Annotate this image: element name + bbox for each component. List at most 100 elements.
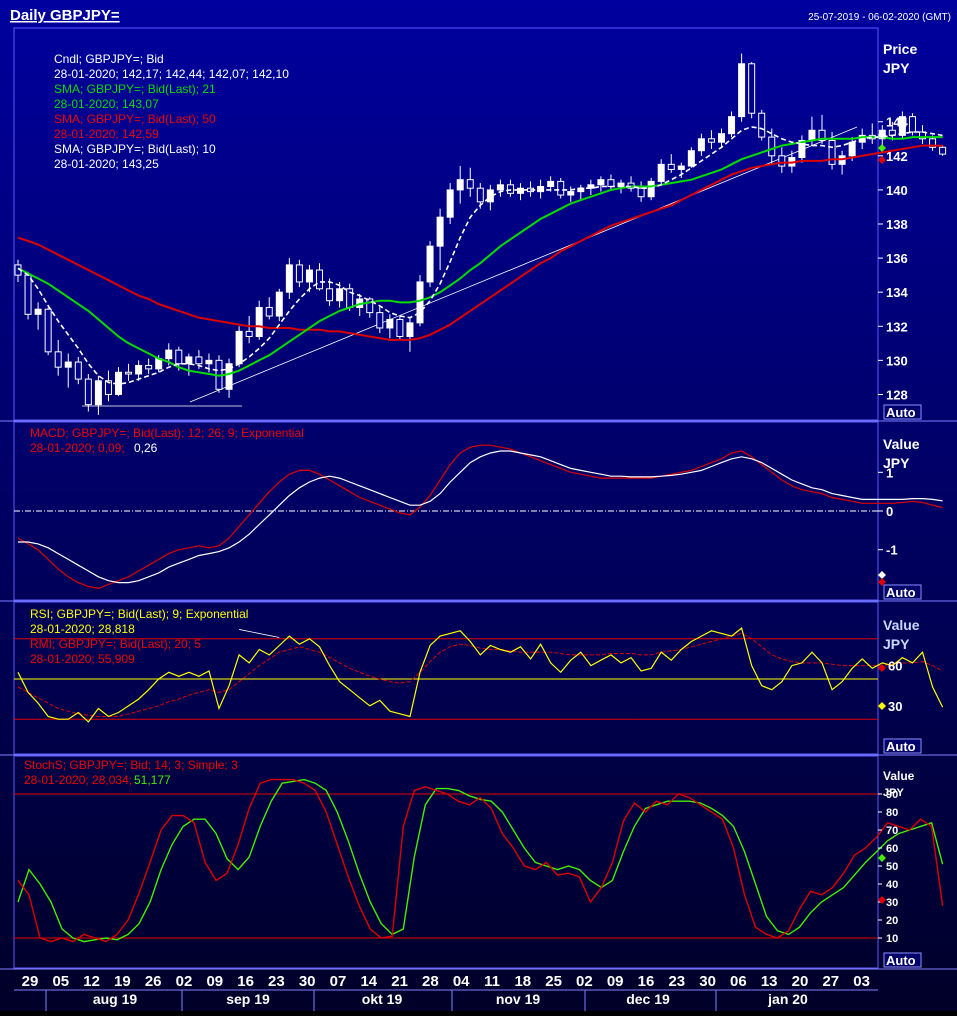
- sma21-line[interactable]: [17, 136, 943, 377]
- candle-body: [908, 116, 916, 133]
- candle-body: [326, 288, 334, 302]
- candle[interactable]: [738, 53, 746, 122]
- candle-body: [336, 288, 344, 302]
- candle[interactable]: [496, 179, 504, 197]
- legend-text: MACD; GBPJPY=; Bid(Last); 12; 26; 9; Exp…: [30, 426, 304, 440]
- candle[interactable]: [798, 135, 806, 163]
- stoch-d-line[interactable]: [17, 778, 944, 943]
- candle[interactable]: [255, 300, 263, 340]
- candle[interactable]: [396, 316, 404, 340]
- candle[interactable]: [135, 360, 143, 381]
- candle[interactable]: [74, 356, 82, 385]
- auto-button-label[interactable]: Auto: [886, 739, 916, 754]
- candle[interactable]: [34, 302, 42, 330]
- candle[interactable]: [778, 147, 786, 173]
- candle[interactable]: [557, 177, 565, 199]
- macd-legend: MACD; GBPJPY=; Bid(Last); 12; 26; 9; Exp…: [30, 426, 304, 455]
- candle[interactable]: [185, 353, 193, 376]
- candle[interactable]: [657, 159, 665, 185]
- candle[interactable]: [908, 113, 916, 136]
- candle[interactable]: [506, 179, 514, 197]
- candle[interactable]: [768, 128, 776, 165]
- price-auto-button[interactable]: Auto: [883, 404, 922, 420]
- candle[interactable]: [718, 128, 725, 148]
- price-tick-label: 138: [886, 217, 908, 232]
- candle[interactable]: [728, 111, 736, 138]
- candle[interactable]: [567, 186, 575, 202]
- candle[interactable]: [376, 305, 384, 334]
- candle[interactable]: [366, 297, 374, 318]
- candle-body: [346, 288, 354, 309]
- candle[interactable]: [707, 130, 715, 150]
- candle[interactable]: [245, 316, 253, 344]
- auto-button-frame[interactable]: [883, 952, 922, 968]
- sma10-line[interactable]: [17, 126, 943, 386]
- candle[interactable]: [316, 263, 323, 291]
- candle[interactable]: [145, 358, 153, 374]
- rsi-divergence-line[interactable]: [239, 629, 280, 638]
- candle[interactable]: [456, 166, 464, 204]
- macd-auto-button[interactable]: Auto: [883, 584, 922, 600]
- candle[interactable]: [406, 317, 414, 352]
- candle[interactable]: [125, 363, 133, 381]
- candle[interactable]: [64, 353, 72, 388]
- auto-button-frame[interactable]: [883, 404, 922, 420]
- candle[interactable]: [939, 145, 947, 156]
- candle[interactable]: [265, 297, 273, 320]
- candle[interactable]: [215, 355, 223, 393]
- candle-body: [396, 318, 404, 337]
- candle[interactable]: [537, 179, 545, 199]
- candle[interactable]: [295, 259, 303, 288]
- chart-layer: 128130132134136138140142144-101306010203…: [0, 27, 957, 1011]
- rsi-tick-label: 60: [888, 659, 902, 674]
- candle[interactable]: [235, 326, 243, 368]
- candle[interactable]: [517, 183, 524, 201]
- candle[interactable]: [758, 109, 766, 141]
- candle[interactable]: [597, 176, 605, 192]
- x-day-label: 09: [206, 973, 223, 990]
- macd-line[interactable]: [17, 444, 943, 590]
- candle[interactable]: [44, 307, 52, 356]
- auto-button-label[interactable]: Auto: [886, 405, 916, 420]
- trendline[interactable]: [189, 126, 858, 403]
- stoch-k-line[interactable]: [17, 778, 944, 943]
- candle[interactable]: [748, 62, 756, 119]
- rmi-line[interactable]: [17, 632, 943, 717]
- candle[interactable]: [466, 167, 474, 197]
- candle[interactable]: [667, 154, 675, 173]
- candle[interactable]: [84, 373, 92, 412]
- candle[interactable]: [54, 339, 62, 376]
- sma50-line[interactable]: [17, 144, 943, 341]
- x-day-label: 26: [145, 973, 162, 990]
- candle[interactable]: [697, 133, 705, 156]
- candle[interactable]: [275, 288, 283, 322]
- candle[interactable]: [446, 183, 454, 224]
- candle[interactable]: [436, 208, 444, 271]
- candle[interactable]: [386, 314, 394, 339]
- rsi-line[interactable]: [17, 627, 944, 723]
- candle[interactable]: [426, 241, 434, 288]
- auto-button-frame[interactable]: [883, 738, 922, 754]
- stoch-auto-button[interactable]: Auto: [883, 952, 922, 968]
- x-axis[interactable]: 29 05 12 19 26 02 09 16 23 30 07 14 21 28 04 11 18 25 02 09…: [14, 973, 878, 1011]
- candle[interactable]: [94, 375, 102, 415]
- auto-button-label[interactable]: Auto: [886, 585, 916, 600]
- x-day-label: 28: [422, 973, 439, 990]
- stoch-tick-label: 70: [886, 825, 898, 837]
- candle-body: [205, 359, 213, 365]
- chart-title[interactable]: Daily GBPJPY=: [10, 7, 120, 24]
- candle[interactable]: [637, 181, 645, 202]
- rsi-auto-button[interactable]: Auto: [883, 738, 922, 754]
- macd-signal-line[interactable]: [18, 450, 943, 584]
- candle[interactable]: [285, 258, 293, 299]
- candle[interactable]: [326, 278, 334, 306]
- candle[interactable]: [547, 176, 555, 192]
- auto-button-frame[interactable]: [883, 584, 922, 600]
- candle[interactable]: [104, 370, 112, 402]
- candle[interactable]: [647, 177, 655, 201]
- auto-button-label[interactable]: Auto: [886, 953, 916, 968]
- candle[interactable]: [687, 147, 695, 168]
- candle[interactable]: [225, 358, 233, 398]
- candle[interactable]: [305, 264, 313, 293]
- candle-body: [687, 150, 695, 167]
